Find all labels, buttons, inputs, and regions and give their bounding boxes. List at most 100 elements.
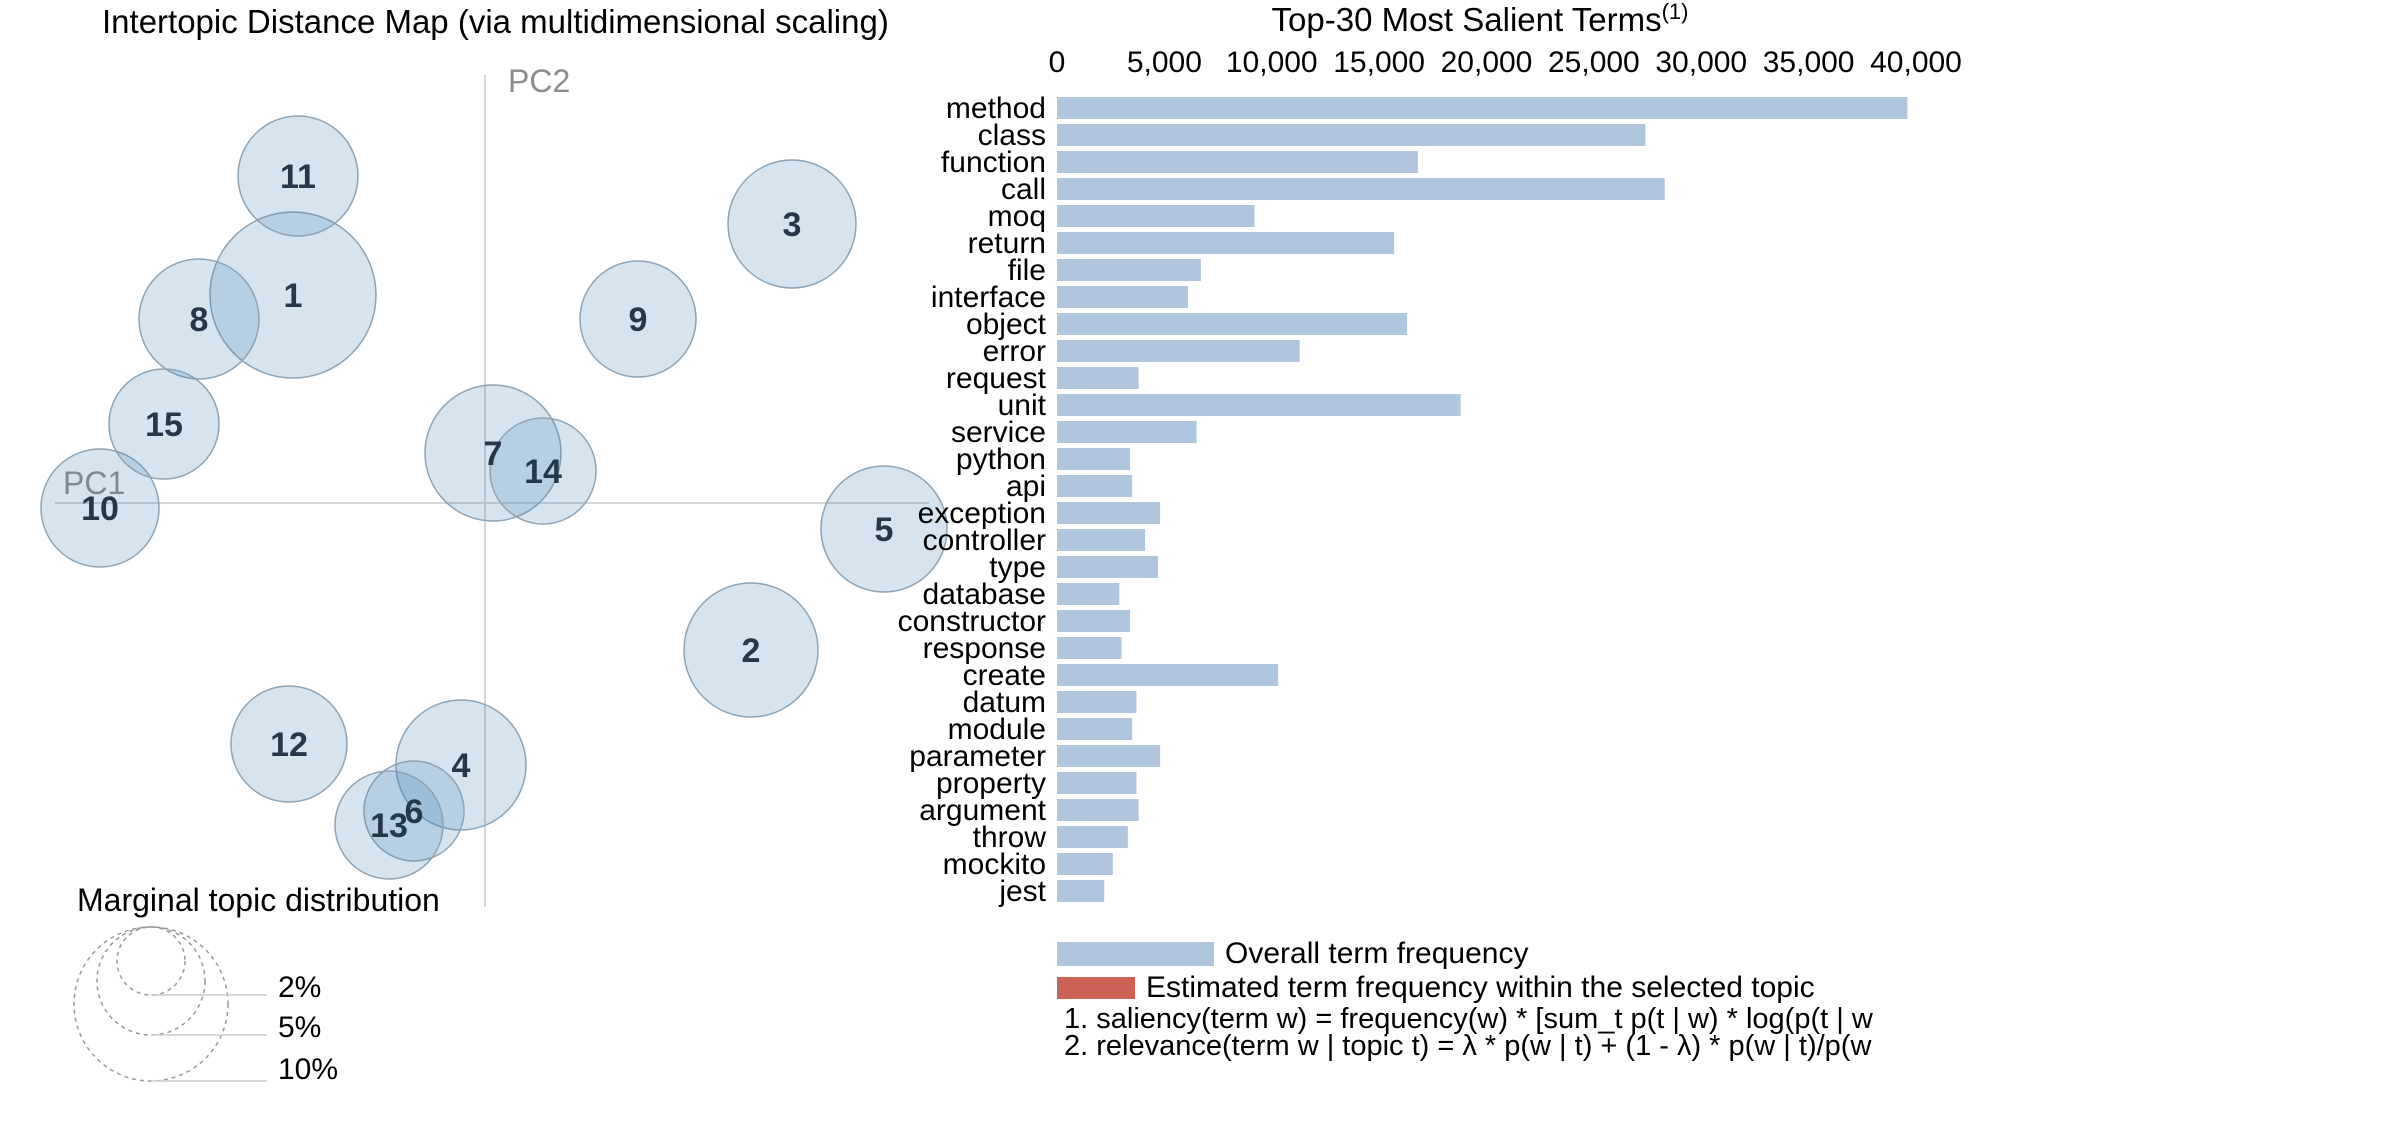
term-label-file[interactable]: file (1008, 254, 1046, 287)
term-label-exception[interactable]: exception (918, 497, 1046, 530)
term-label-python[interactable]: python (956, 443, 1046, 476)
term-label-parameter[interactable]: parameter (909, 740, 1046, 773)
term-label-throw[interactable]: throw (973, 821, 1047, 854)
term-label-jest[interactable]: jest (998, 875, 1046, 908)
footnote-relevance: 2. relevance(term w | topic t) = λ * p(w… (1064, 1030, 1872, 1062)
topic-bubble-5[interactable] (820, 465, 948, 593)
term-labels-layer: methodclassfunctioncallmoqreturnfileinte… (898, 92, 1047, 908)
term-label-mockito[interactable]: mockito (943, 848, 1046, 881)
term-label-class[interactable]: class (978, 119, 1046, 152)
bar-exception[interactable] (1057, 502, 1161, 524)
term-label-call[interactable]: call (1001, 173, 1046, 206)
topic-label-7: 7 (484, 435, 503, 473)
term-label-return[interactable]: return (968, 227, 1046, 260)
term-label-database[interactable]: database (923, 578, 1046, 611)
term-label-function[interactable]: function (941, 146, 1046, 179)
term-label-response[interactable]: response (923, 632, 1046, 665)
pc1-axis-label: PC1 (63, 465, 125, 501)
overall-frequency-swatch (1057, 942, 1214, 966)
bar-parameter[interactable] (1057, 745, 1161, 767)
bar-function[interactable] (1057, 151, 1418, 173)
bar-unit[interactable] (1057, 394, 1461, 416)
term-label-service[interactable]: service (951, 416, 1046, 449)
bar-database[interactable] (1057, 583, 1120, 605)
bar-error[interactable] (1057, 340, 1300, 362)
term-label-unit[interactable]: unit (998, 389, 1047, 422)
bar-class[interactable] (1057, 124, 1646, 146)
topic-label-15: 15 (145, 406, 183, 444)
bar-property[interactable] (1057, 772, 1137, 794)
term-label-module[interactable]: module (948, 713, 1046, 746)
bar-argument[interactable] (1057, 799, 1139, 821)
topic-bubble-8[interactable] (138, 258, 260, 380)
bar-datum[interactable] (1057, 691, 1137, 713)
topic-bubble-13[interactable] (334, 770, 444, 880)
topic-bubble-14[interactable] (489, 417, 597, 525)
topic-bubble-10[interactable] (40, 448, 160, 568)
topic-bubble-1[interactable] (209, 211, 377, 379)
x-tick-25,000: 25,000 (1548, 46, 1640, 79)
bar-object[interactable] (1057, 313, 1408, 335)
topic-label-5: 5 (875, 511, 894, 549)
x-axis-tick-labels: 0 5,000 10,000 15,000 20,000 25,000 30,000 35,0… (1049, 46, 1962, 79)
term-label-interface[interactable]: interface (931, 281, 1046, 314)
topic-label-6: 6 (405, 793, 424, 831)
term-label-object[interactable]: object (966, 308, 1047, 341)
term-label-type[interactable]: type (989, 551, 1046, 584)
term-label-create[interactable]: create (963, 659, 1046, 692)
topic-bubble-6[interactable] (363, 760, 465, 862)
marginal-size-label-5pct: 5% (278, 1011, 321, 1044)
bar-throw[interactable] (1057, 826, 1128, 848)
topic-bubble-11[interactable] (237, 115, 359, 237)
map-title: Intertopic Distance Map (via multidimens… (102, 3, 889, 40)
topic-label-4: 4 (452, 747, 471, 785)
topic-label-11: 11 (280, 158, 316, 196)
bar-interface[interactable] (1057, 286, 1188, 308)
bar-response[interactable] (1057, 637, 1122, 659)
term-label-method[interactable]: method (946, 92, 1046, 125)
term-label-request[interactable]: request (946, 362, 1047, 395)
topic-bubble-12[interactable] (230, 685, 348, 803)
topic-label-12: 12 (270, 726, 308, 764)
topic-label-2: 2 (742, 632, 761, 670)
bar-python[interactable] (1057, 448, 1131, 470)
topic-label-14: 14 (524, 453, 562, 491)
bar-request[interactable] (1057, 367, 1139, 389)
topic-label-1: 1 (284, 277, 303, 315)
marginal-size-circle-5% (96, 926, 206, 1036)
marginal-size-circle-2% (116, 926, 186, 996)
bar-call[interactable] (1057, 178, 1665, 200)
bar-return[interactable] (1057, 232, 1395, 254)
bar-jest[interactable] (1057, 880, 1105, 902)
marginal-size-circle-10% (73, 926, 229, 1082)
term-label-error[interactable]: error (983, 335, 1046, 368)
bar-file[interactable] (1057, 259, 1201, 281)
term-frequency-bars (1057, 97, 1908, 902)
bar-mockito[interactable] (1057, 853, 1113, 875)
bar-service[interactable] (1057, 421, 1197, 443)
bar-moq[interactable] (1057, 205, 1255, 227)
topic-bubble-3[interactable] (727, 159, 857, 289)
bar-method[interactable] (1057, 97, 1908, 119)
bar-api[interactable] (1057, 475, 1133, 497)
term-label-datum[interactable]: datum (963, 686, 1046, 719)
topic-label-8: 8 (190, 301, 209, 339)
bar-controller[interactable] (1057, 529, 1146, 551)
term-label-moq[interactable]: moq (988, 200, 1046, 233)
term-label-property[interactable]: property (936, 767, 1046, 800)
bar-constructor[interactable] (1057, 610, 1131, 632)
x-tick-10,000: 10,000 (1226, 46, 1318, 79)
pc2-axis-label: PC2 (508, 63, 570, 99)
bar-type[interactable] (1057, 556, 1158, 578)
term-label-controller[interactable]: controller (923, 524, 1046, 557)
topic-bubble-15[interactable] (108, 368, 220, 480)
bar-module[interactable] (1057, 718, 1133, 740)
topic-bubble-9[interactable] (579, 260, 697, 378)
term-label-api[interactable]: api (1006, 470, 1046, 503)
topic-bubble-2[interactable] (683, 582, 819, 718)
bar-create[interactable] (1057, 664, 1279, 686)
topic-bubbles-layer (40, 115, 948, 880)
term-label-argument[interactable]: argument (919, 794, 1046, 827)
marginal-size-label-10pct: 10% (278, 1053, 338, 1086)
term-label-constructor[interactable]: constructor (898, 605, 1046, 638)
